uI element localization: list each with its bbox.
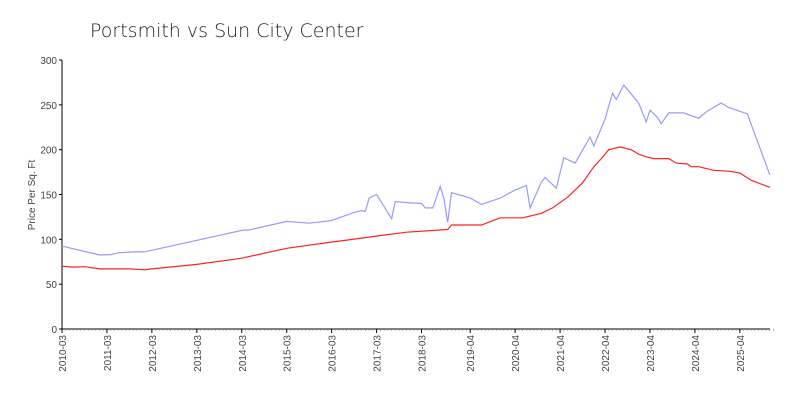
y-axis-label: Price Per Sq. Ft [27, 159, 38, 230]
chart-title: Portsmith vs Sun City Center [90, 20, 364, 42]
y-tick-label: 0 [51, 325, 57, 336]
y-tick-label: 150 [40, 191, 57, 202]
x-tick-label: 2024-04 [691, 335, 702, 372]
x-tick-label: 2023-04 [646, 335, 657, 372]
x-tick-label: 2017-03 [373, 335, 384, 372]
y-tick-label: 300 [40, 56, 57, 67]
x-tick-label: 2011-03 [103, 335, 114, 371]
y-tick-label: 50 [46, 280, 58, 291]
x-tick-label: 2013-03 [193, 335, 204, 372]
x-tick-label: 2012-03 [148, 335, 159, 372]
x-tick-label: 2018-03 [418, 335, 429, 372]
x-tick-label: 2019-04 [466, 335, 477, 372]
series-line-1 [61, 84, 771, 256]
x-tick-label: 2010-03 [58, 335, 69, 372]
x-tick-label: 2020-04 [511, 335, 522, 372]
x-tick-label: 2016-03 [328, 335, 339, 372]
y-tick-label: 250 [40, 101, 57, 112]
x-tick-label: 2021-04 [556, 335, 567, 372]
x-tick-label: 2022-04 [601, 335, 612, 372]
y-tick-label: 200 [40, 146, 57, 157]
x-tick-label: 2014-03 [238, 335, 249, 372]
x-tick-label: 2025-04 [736, 335, 747, 372]
x-tick-label: 2015-03 [283, 335, 294, 372]
series-line-2 [61, 146, 771, 271]
y-tick-label: 100 [40, 235, 57, 246]
